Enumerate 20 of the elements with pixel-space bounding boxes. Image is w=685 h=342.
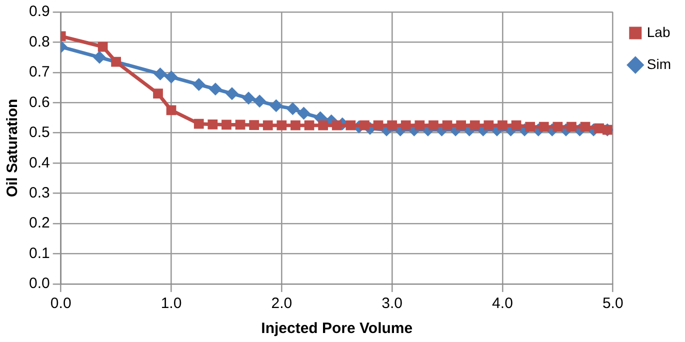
y-axis-title: Oil Saturation (4, 98, 22, 198)
y-tick-label: 0.3 (28, 184, 50, 202)
y-tick-label: 0.9 (28, 3, 50, 20)
y-tick-label: 0.0 (28, 275, 50, 292)
y-tick-label: 0.4 (28, 154, 50, 172)
y-tick-label: 0.6 (28, 94, 50, 111)
y-tick-label: 0.7 (28, 64, 50, 81)
x-tick-label: 1.0 (160, 295, 182, 312)
legend-label: Sim (646, 56, 672, 72)
y-tick-label: 0.2 (28, 214, 50, 232)
legend-label: Lab (646, 24, 670, 40)
y-tick-label: 0.5 (28, 124, 50, 142)
x-tick-label: 2.0 (271, 295, 292, 312)
x-tick-label: 3.0 (382, 295, 403, 312)
y-tick-label: 0.1 (28, 244, 50, 262)
x-tick-label: 0.0 (50, 295, 72, 312)
x-tick-label: 4.0 (492, 295, 513, 312)
y-tick-label: 0.8 (28, 33, 50, 50)
x-axis-title: Injected Pore Volume (261, 320, 413, 338)
x-tick-label: 5.0 (602, 295, 624, 312)
